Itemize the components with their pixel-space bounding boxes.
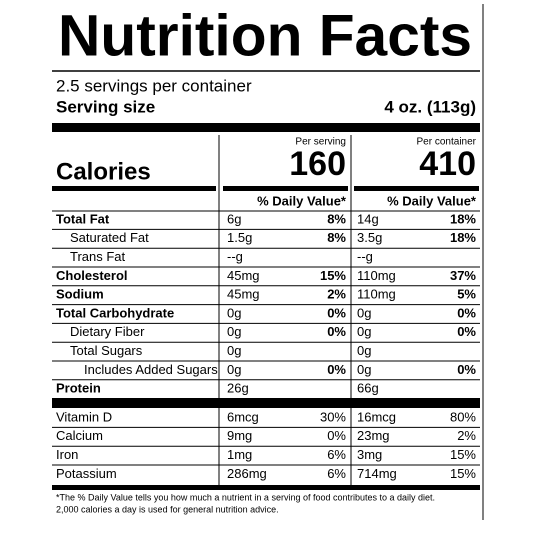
serving-dv: 30% [320,409,346,424]
servings: 2.5 servings per container [56,76,252,95]
container-dv: 37% [450,268,476,283]
serving-amount: 0g [227,324,241,339]
nutrient-name: Includes Added Sugars [84,362,218,377]
nutrient-name: Saturated Fat [70,230,149,245]
nutrient-name: Protein [56,381,101,396]
serving-amount: 0g [227,343,241,358]
footnote: *The % Daily Value tells you how much a … [56,492,435,502]
container-dv: 15% [450,447,476,462]
serving-amount: 26g [227,381,249,396]
container-dv: 0% [457,324,476,339]
serving-amount: 1mg [227,447,252,462]
per-serving-label: Per serving [295,137,346,148]
footnote: 2,000 calories a day is used for general… [56,504,279,514]
serving-amount: 9mg [227,428,252,443]
container-amount: --g [357,249,373,264]
nutrient-name: Trans Fat [70,249,126,264]
serving-size-label: Serving size [56,97,155,116]
serving-amount: 286mg [227,466,267,481]
container-amount: 66g [357,381,379,396]
container-dv: 0% [457,362,476,377]
vitamin-name: Calcium [56,428,103,443]
serving-dv: 8% [327,230,346,245]
nutrient-name: Dietary Fiber [70,324,145,339]
container-dv: 18% [450,211,476,226]
title: Nutrition Facts [58,3,472,68]
container-amount: 714mg [357,466,397,481]
container-amount: 0g [357,362,371,377]
container-amount: 16mcg [357,409,396,424]
nutrient-name: Total Sugars [70,343,143,358]
thick-bar [223,186,348,191]
serving-dv: 15% [320,268,346,283]
serving-amount: 1.5g [227,230,252,245]
per-container-label: Per container [417,137,477,148]
serving-amount: 45mg [227,287,260,302]
calories-per-serving: 160 [289,145,346,183]
serving-amount: 6g [227,211,241,226]
calories-per-container: 410 [419,145,476,183]
thick-bar [52,398,480,408]
container-dv: 0% [457,305,476,320]
container-amount: 14g [357,211,379,226]
nutrient-name: Sodium [56,287,104,302]
serving-dv: 0% [327,362,346,377]
container-amount: 3.5g [357,230,382,245]
container-amount: 110mg [357,268,396,283]
nutrient-name: Total Fat [56,211,110,226]
container-amount: 3mg [357,447,382,462]
container-amount: 23mg [357,428,390,443]
container-dv: 18% [450,230,476,245]
vitamin-name: Vitamin D [56,409,112,424]
serving-amount: --g [227,249,243,264]
serving-amount: 45mg [227,268,260,283]
serving-dv: 6% [327,447,346,462]
thick-bar [52,123,480,132]
serving-dv: 0% [327,428,346,443]
thick-bar [52,186,216,191]
container-amount: 0g [357,324,371,339]
serving-dv: 2% [327,287,346,302]
serving-amount: 6mcg [227,409,259,424]
thick-bar [354,186,479,191]
nutrient-name: Total Carbohydrate [56,305,174,320]
container-amount: 0g [357,343,371,358]
serving-amount: 0g [227,305,241,320]
serving-size: 4 oz. (113g) [384,97,476,116]
daily-value-header: % Daily Value* [387,193,477,208]
container-dv: 80% [450,409,476,424]
serving-dv: 0% [327,305,346,320]
container-amount: 0g [357,305,371,320]
serving-dv: 6% [327,466,346,481]
nutrient-name: Cholesterol [56,268,128,283]
thick-bar [52,485,480,490]
container-dv: 2% [457,428,476,443]
vitamin-name: Iron [56,447,78,462]
daily-value-header: % Daily Value* [257,193,347,208]
container-dv: 15% [450,466,476,481]
container-amount: 110mg [357,287,396,302]
vitamin-name: Potassium [56,466,117,481]
serving-amount: 0g [227,362,241,377]
calories-label: Calories [56,158,151,185]
serving-dv: 8% [327,211,346,226]
serving-dv: 0% [327,324,346,339]
container-dv: 5% [457,287,476,302]
